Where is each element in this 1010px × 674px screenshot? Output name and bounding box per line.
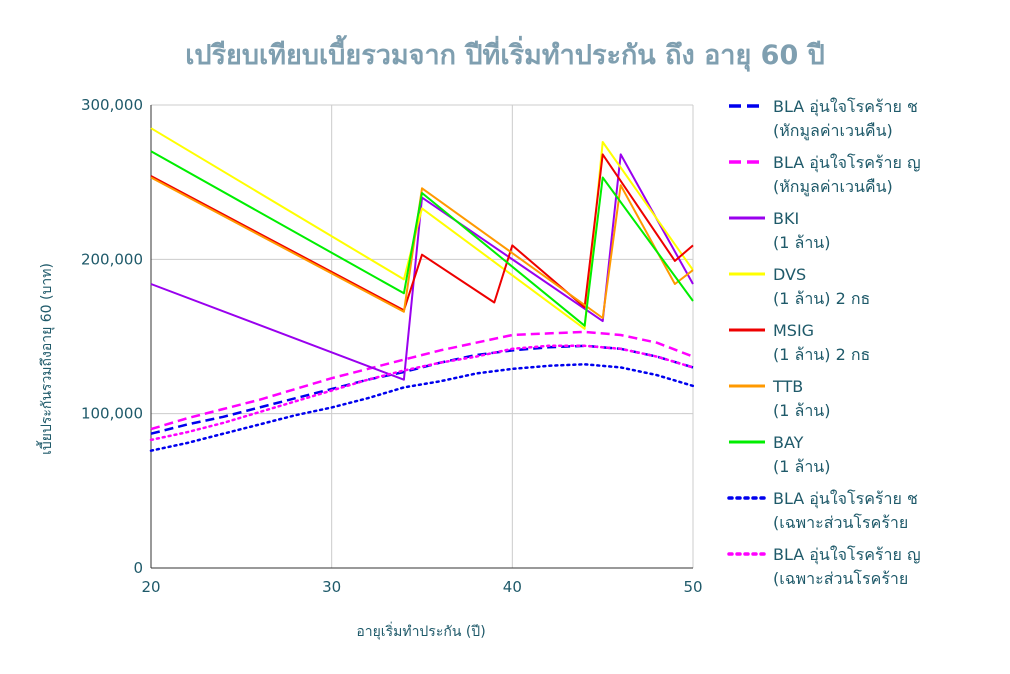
series-line-6 [150,150,694,327]
legend-label: BAY [773,433,804,452]
y-axis-title: เบี้ยประกันรวมถึงอายุ 60 (บาท) [36,263,55,455]
axes [150,105,693,569]
y-tick-label: 100,000 [81,405,143,423]
legend-label: BLA อุ่นใจโรคร้าย ช [773,489,918,509]
legend-label: (1 ล้าน) [773,457,830,476]
legend: BLA อุ่นใจโรคร้าย ช (หักมูลค่าเวนคืน) BLA … [727,97,921,588]
legend-label: TTB [772,377,803,396]
y-tick-label: 200,000 [81,250,143,268]
series-line-2 [150,153,694,381]
legend-label: BLA อุ่นใจโรคร้าย ญ [773,153,921,173]
series-line-4 [150,153,694,312]
y-tick-label: 300,000 [81,96,143,114]
legend-label: (1 ล้าน) 2 กธ [773,345,870,364]
series-group [149,127,695,452]
legend-label: BKI [773,209,799,228]
x-tick-label: 30 [322,578,341,596]
legend-label: MSIG [773,321,814,340]
legend-label: (1 ล้าน) 2 กธ [773,289,870,308]
x-tick-label: 50 [683,578,702,596]
legend-label: (หักมูลค่าเวนคืน) [773,121,893,141]
series-line-3 [150,127,694,330]
legend-label: (1 ล้าน) [773,233,830,252]
legend-label: (เฉพาะส่วนโรคร้าย [773,513,908,532]
series-line-0 [150,344,694,435]
legend-label: BLA อุ่นใจโรคร้าย ช [773,97,918,117]
legend-label: BLA อุ่นใจโรคร้าย ญ [773,545,921,565]
series-line-8 [149,344,695,442]
legend-label: DVS [773,265,806,284]
legend-label: (1 ล้าน) [773,401,830,420]
series-line-1 [150,330,694,431]
legend-label: (เฉพาะส่วนโรคร้าย [773,569,908,588]
legend-label: (หักมูลค่าเวนคืน) [773,177,893,197]
x-tick-label: 40 [503,578,522,596]
x-tick-label: 20 [141,578,160,596]
grid [151,104,694,568]
series-line-5 [150,176,694,319]
x-axis-title: อายุเริ่มทำประกัน (ปี) [356,622,485,640]
y-tick-label: 0 [133,559,143,577]
series-line-7 [149,363,695,452]
tick-labels: 0 100,000 200,000 300,000 20 30 40 50 [81,96,703,596]
chart-title: เปรียบเทียบเบี้ยรวมจาก ปีที่เริ่มทำประกั… [185,34,825,72]
